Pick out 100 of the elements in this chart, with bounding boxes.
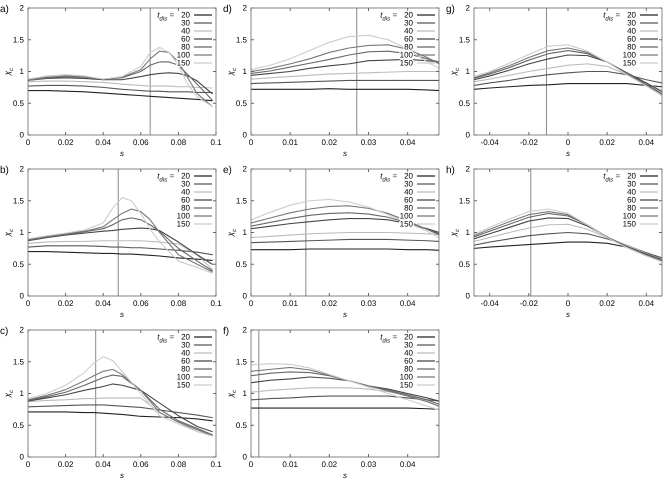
- x-tick-label: 0.03: [360, 299, 377, 308]
- legend-label: 40: [404, 26, 414, 36]
- legend-label: 150: [400, 58, 414, 68]
- y-tick-label: 1.5: [458, 35, 471, 44]
- legend-label: 100: [400, 372, 414, 382]
- line-series: [251, 58, 439, 76]
- chart-title: g): [446, 4, 455, 15]
- x-tick-label: 0.04: [400, 460, 416, 469]
- y-tick-label: 0.5: [12, 260, 25, 269]
- x-tick-label: 0: [26, 138, 31, 147]
- x-tick-label: 0: [26, 460, 31, 469]
- legend-label: 80: [404, 204, 414, 213]
- y-tick-label: 2: [20, 4, 25, 13]
- legend-label: 100: [622, 50, 637, 60]
- x-tick-label: 0.01: [282, 299, 298, 308]
- x-tick-label: 0.02: [322, 138, 338, 147]
- legend-label: 60: [627, 34, 637, 44]
- y-tick-label: 1.5: [236, 196, 248, 206]
- legend-title: t$_{dis}$ =: [380, 10, 398, 23]
- line-series: [28, 245, 213, 256]
- legend-label: 30: [404, 340, 414, 350]
- x-axis-title: s: [343, 310, 347, 319]
- legend-label: 80: [404, 364, 414, 374]
- legend-label: 30: [181, 340, 191, 350]
- legend-label: 40: [181, 188, 191, 197]
- legend-label: 150: [176, 380, 191, 390]
- legend-title: t$_{dis}$ =: [157, 172, 174, 184]
- legend-label: 80: [181, 364, 191, 374]
- y-tick-label: 0.5: [236, 260, 248, 269]
- x-tick-label: 0.04: [95, 299, 112, 308]
- x-tick-label: 0.1: [210, 299, 222, 308]
- legend-label: 40: [181, 348, 191, 358]
- legend-label: 30: [181, 180, 191, 189]
- x-axis-title: s: [120, 149, 124, 158]
- legend-label: 20: [404, 172, 414, 181]
- y-tick-label: 1: [20, 67, 25, 76]
- legend-label: 80: [404, 42, 414, 52]
- x-tick-label: 0: [566, 138, 571, 147]
- y-tick-label: 0.5: [458, 98, 471, 108]
- y-tick-label: 1: [466, 228, 471, 238]
- legend-label: 80: [627, 42, 637, 52]
- y-tick-label: 1: [20, 389, 25, 398]
- legend-label: 20: [404, 332, 414, 342]
- line-series: [28, 356, 213, 437]
- legend-label: 60: [404, 196, 414, 205]
- x-tick-label: 0.08: [170, 299, 187, 308]
- x-axis-title: s: [566, 149, 570, 158]
- y-tick-label: 0.5: [236, 420, 248, 430]
- legend-label: 30: [181, 18, 191, 28]
- line-series: [28, 383, 213, 432]
- legend-label: 40: [404, 348, 414, 358]
- x-tick-label: 0.1: [210, 138, 222, 147]
- y-tick-label: 1.5: [12, 357, 25, 366]
- y-tick-label: 2: [20, 164, 25, 174]
- y-tick-label: 1: [242, 389, 248, 398]
- line-series: [251, 218, 439, 234]
- x-axis-title: s: [343, 149, 347, 158]
- legend-label: 20: [181, 172, 191, 181]
- x-tick-label: 0.02: [322, 299, 338, 308]
- legend-label: 150: [176, 220, 191, 229]
- legend-label: 20: [181, 10, 191, 20]
- chart-title: f): [223, 326, 230, 337]
- x-tick-label: 0.1: [210, 460, 222, 469]
- legend-title: t$_{dis}$ =: [603, 10, 620, 23]
- legend-label: 60: [627, 196, 637, 205]
- y-tick-label: 0: [242, 452, 248, 462]
- legend-label: 100: [622, 212, 637, 221]
- chart-title: b): [0, 165, 9, 176]
- x-tick-label: 0.01: [282, 138, 298, 147]
- line-series: [28, 240, 213, 270]
- y-tick-label: 0: [20, 130, 25, 140]
- x-axis-title: s: [566, 310, 570, 319]
- line-series: [28, 90, 213, 102]
- line-series: [28, 251, 213, 261]
- line-series: [251, 205, 439, 236]
- legend-label: 150: [622, 220, 637, 229]
- x-tick-label: 0: [248, 138, 254, 147]
- legend-label: 40: [627, 26, 637, 36]
- x-tick-label: 0.01: [282, 460, 298, 469]
- y-tick-label: 2: [242, 326, 248, 335]
- x-tick-label: 0: [248, 299, 254, 308]
- legend-label: 30: [404, 18, 414, 28]
- x-tick-label: 0: [566, 299, 571, 308]
- x-tick-label: 0.04: [400, 299, 416, 308]
- chart-title: a): [0, 4, 9, 15]
- line-series: [28, 72, 213, 94]
- y-tick-label: 2: [20, 326, 25, 335]
- legend-label: 20: [627, 172, 637, 181]
- x-axis-title: s: [343, 471, 347, 480]
- x-tick-label: 0.02: [322, 460, 338, 469]
- legend-title: t$_{dis}$ =: [380, 172, 398, 184]
- x-tick-label: 0.06: [133, 138, 150, 147]
- x-tick-label: -0.04: [480, 138, 500, 147]
- legend-label: 100: [176, 212, 191, 221]
- legend-label: 150: [176, 58, 191, 68]
- x-tick-label: 0.04: [638, 299, 655, 308]
- y-tick-label: 0: [466, 292, 471, 301]
- legend-label: 40: [627, 188, 637, 197]
- x-tick-label: 0.02: [58, 460, 74, 469]
- x-tick-label: -0.04: [480, 299, 500, 308]
